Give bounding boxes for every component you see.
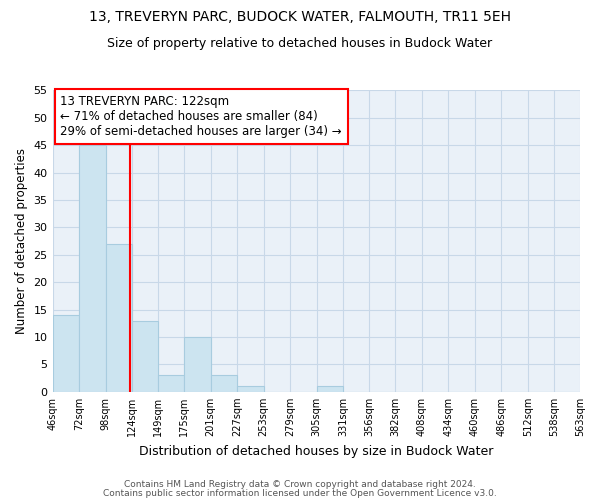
Bar [79,146,106,392]
Text: Size of property relative to detached houses in Budock Water: Size of property relative to detached ho… [107,38,493,51]
Bar [53,315,79,392]
Text: 13, TREVERYN PARC, BUDOCK WATER, FALMOUTH, TR11 5EH: 13, TREVERYN PARC, BUDOCK WATER, FALMOUT… [89,10,511,24]
Bar [184,337,211,392]
Text: Contains HM Land Registry data © Crown copyright and database right 2024.: Contains HM Land Registry data © Crown c… [124,480,476,489]
Text: Contains public sector information licensed under the Open Government Licence v3: Contains public sector information licen… [103,488,497,498]
X-axis label: Distribution of detached houses by size in Budock Water: Distribution of detached houses by size … [139,444,493,458]
Text: 13 TREVERYN PARC: 122sqm
← 71% of detached houses are smaller (84)
29% of semi-d: 13 TREVERYN PARC: 122sqm ← 71% of detach… [61,95,342,138]
Bar [132,320,158,392]
Bar [317,386,343,392]
Bar [106,244,132,392]
Y-axis label: Number of detached properties: Number of detached properties [15,148,28,334]
Bar [237,386,264,392]
Bar [211,376,237,392]
Bar [158,376,184,392]
